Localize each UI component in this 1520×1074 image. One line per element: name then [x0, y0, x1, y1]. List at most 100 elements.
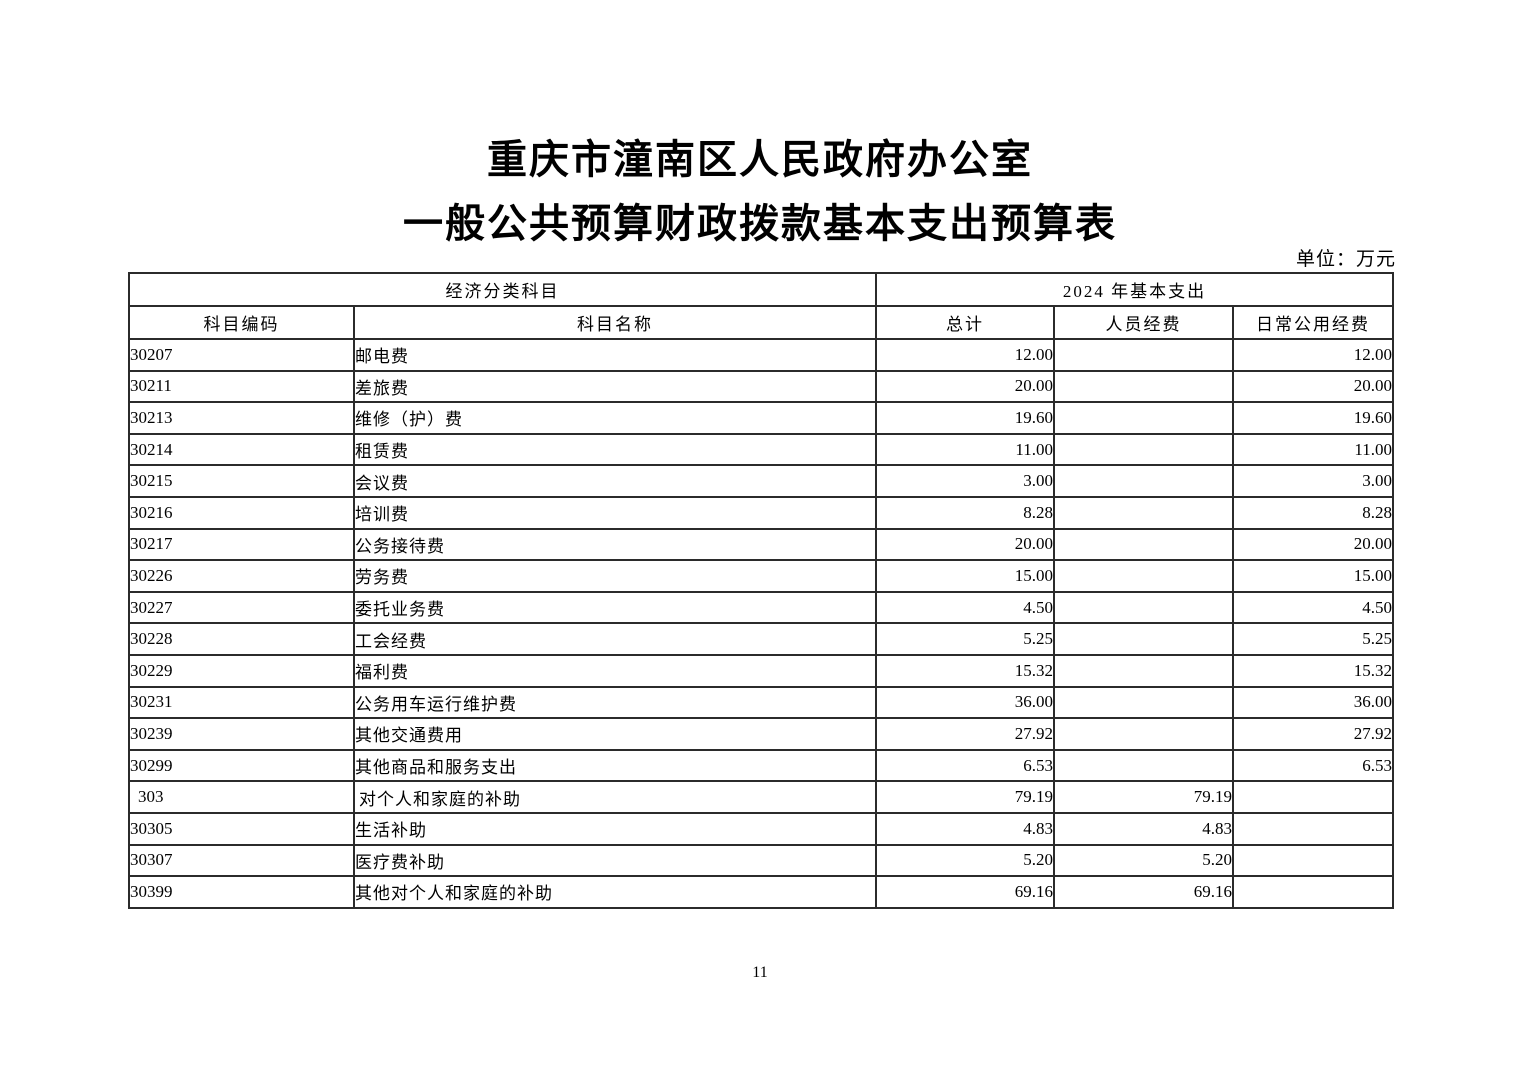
- table-row: 30307 医疗费补助 5.20 5.20: [128, 843, 1395, 878]
- personnel-funds-cell: 79.19: [1053, 780, 1234, 814]
- subject-name-cell: 对个人和家庭的补助: [353, 780, 877, 814]
- table-row: 30305 生活补助 4.83 4.83: [128, 811, 1395, 846]
- subject-code-cell: 30217: [128, 527, 355, 562]
- subject-code-cell: 30299: [128, 748, 355, 783]
- total-cell: 6.53: [875, 748, 1055, 783]
- table-row: 30215 会议费 3.00 3.00: [128, 464, 1395, 498]
- table-row: 30226 劳务费 15.00 15.00: [128, 559, 1395, 593]
- subject-code-cell: 30207: [128, 338, 355, 372]
- table-row: 303 对个人和家庭的补助 79.19 79.19: [128, 780, 1395, 814]
- personnel-funds-cell: [1053, 495, 1234, 530]
- subject-code-cell: 30214: [128, 432, 355, 467]
- total-cell: 12.00: [875, 338, 1055, 372]
- personnel-funds-cell: 4.83: [1053, 811, 1234, 846]
- subject-name-cell: 会议费: [353, 464, 877, 498]
- subject-name-cell: 其他对个人和家庭的补助: [353, 875, 877, 909]
- daily-public-funds-cell: 20.00: [1231, 527, 1395, 562]
- daily-public-funds-cell: 8.28: [1231, 495, 1395, 530]
- subject-code-cell: 30216: [128, 495, 355, 530]
- personnel-funds-cell: [1053, 653, 1234, 688]
- subject-name-cell: 委托业务费: [353, 590, 877, 625]
- total-cell: 36.00: [875, 685, 1055, 720]
- personnel-funds-cell: [1053, 464, 1234, 498]
- total-cell: 4.83: [875, 811, 1055, 846]
- page-number: 11: [752, 964, 768, 981]
- table-row: 30213 维修（护）费 19.60 19.60: [128, 401, 1395, 435]
- total-cell: 79.19: [875, 780, 1055, 814]
- subject-code-cell: 30399: [128, 875, 355, 909]
- subject-name-cell: 维修（护）费: [353, 401, 877, 435]
- subject-name-cell: 差旅费: [353, 369, 877, 404]
- total-cell: 15.32: [875, 653, 1055, 688]
- subject-name-cell: 其他交通费用: [353, 717, 877, 751]
- personnel-funds-cell: 5.20: [1053, 843, 1234, 878]
- personnel-funds-cell: [1053, 685, 1234, 720]
- subject-name-cell: 劳务费: [353, 559, 877, 593]
- subject-code-cell: 30305: [128, 811, 355, 846]
- daily-public-funds-cell: [1231, 875, 1395, 909]
- total-cell: 8.28: [875, 495, 1055, 530]
- subject-name-cell: 生活补助: [353, 811, 877, 846]
- table-row: 30216 培训费 8.28 8.28: [128, 495, 1395, 530]
- header-group-row: 经济分类科目 2024 年基本支出: [128, 272, 1395, 307]
- personnel-funds-cell: [1053, 559, 1234, 593]
- subject-code-cell: 30229: [128, 653, 355, 688]
- table-row: 30211 差旅费 20.00 20.00: [128, 369, 1395, 404]
- subject-name-cell: 邮电费: [353, 338, 877, 372]
- daily-public-funds-cell: 3.00: [1231, 464, 1395, 498]
- personnel-funds-cell: [1053, 338, 1234, 372]
- column-header-total: 总计: [875, 305, 1055, 340]
- subject-name-cell: 工会经费: [353, 622, 877, 656]
- daily-public-funds-cell: [1231, 843, 1395, 878]
- personnel-funds-cell: [1053, 590, 1234, 625]
- personnel-funds-cell: [1053, 717, 1234, 751]
- budget-table-header: 经济分类科目 2024 年基本支出 科目编码 科目名称 总计 人员经费 日常公用…: [128, 272, 1395, 340]
- daily-public-funds-cell: 5.25: [1231, 622, 1395, 656]
- personnel-funds-cell: 69.16: [1053, 875, 1234, 909]
- daily-public-funds-cell: 12.00: [1231, 338, 1395, 372]
- table-row: 30299 其他商品和服务支出 6.53 6.53: [128, 748, 1395, 783]
- daily-public-funds-cell: 6.53: [1231, 748, 1395, 783]
- total-cell: 27.92: [875, 717, 1055, 751]
- subject-name-cell: 福利费: [353, 653, 877, 688]
- column-header-subject-name: 科目名称: [353, 305, 877, 340]
- column-header-personnel-funds: 人员经费: [1053, 305, 1234, 340]
- total-cell: 19.60: [875, 401, 1055, 435]
- table-row: 30227 委托业务费 4.50 4.50: [128, 590, 1395, 625]
- table-row: 30231 公务用车运行维护费 36.00 36.00: [128, 685, 1395, 720]
- budget-table: 经济分类科目 2024 年基本支出 科目编码 科目名称 总计 人员经费 日常公用…: [128, 272, 1395, 909]
- daily-public-funds-cell: 15.32: [1231, 653, 1395, 688]
- personnel-funds-cell: [1053, 748, 1234, 783]
- total-cell: 69.16: [875, 875, 1055, 909]
- subject-code-cell: 30215: [128, 464, 355, 498]
- subject-name-cell: 公务用车运行维护费: [353, 685, 877, 720]
- subject-name-cell: 培训费: [353, 495, 877, 530]
- unit-note: 单位：万元: [1295, 249, 1396, 270]
- subject-code-cell: 303: [128, 780, 355, 814]
- total-cell: 5.25: [875, 622, 1055, 656]
- table-row: 30229 福利费 15.32 15.32: [128, 653, 1395, 688]
- daily-public-funds-cell: 36.00: [1231, 685, 1395, 720]
- personnel-funds-cell: [1053, 622, 1234, 656]
- total-cell: 20.00: [875, 369, 1055, 404]
- subject-code-cell: 30226: [128, 559, 355, 593]
- table-row: 30228 工会经费 5.25 5.25: [128, 622, 1395, 656]
- daily-public-funds-cell: 4.50: [1231, 590, 1395, 625]
- daily-public-funds-cell: 19.60: [1231, 401, 1395, 435]
- subject-name-cell: 公务接待费: [353, 527, 877, 562]
- personnel-funds-cell: [1053, 369, 1234, 404]
- subject-code-cell: 30211: [128, 369, 355, 404]
- total-cell: 3.00: [875, 464, 1055, 498]
- daily-public-funds-cell: 11.00: [1231, 432, 1395, 467]
- total-cell: 15.00: [875, 559, 1055, 593]
- total-cell: 4.50: [875, 590, 1055, 625]
- header-group-2024-basic-expenditure: 2024 年基本支出: [874, 272, 1395, 307]
- daily-public-funds-cell: [1231, 811, 1395, 846]
- subject-name-cell: 其他商品和服务支出: [353, 748, 877, 783]
- subject-code-cell: 30227: [128, 590, 355, 625]
- subject-code-cell: 30213: [128, 401, 355, 435]
- daily-public-funds-cell: [1231, 780, 1395, 814]
- table-row: 30207 邮电费 12.00 12.00: [128, 338, 1395, 372]
- subject-code-cell: 30239: [128, 717, 355, 751]
